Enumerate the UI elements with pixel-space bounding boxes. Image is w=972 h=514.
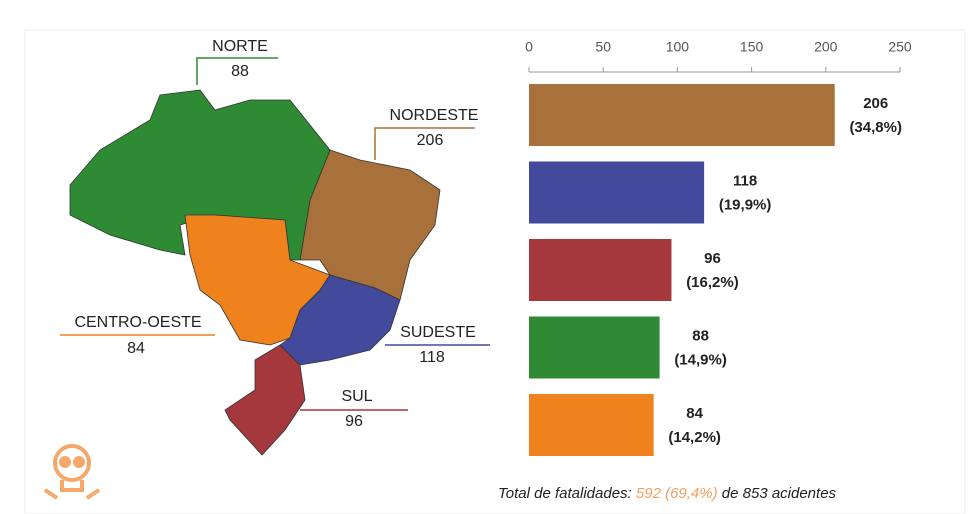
x-tick-label: 150 [740, 39, 764, 55]
bar [529, 161, 705, 224]
region-name: NORTE [212, 38, 268, 55]
value-label: 96 [704, 250, 721, 267]
value-label: 118 [733, 172, 757, 189]
bar [529, 394, 654, 456]
map-region [279, 274, 401, 366]
region-value: 84 [127, 340, 145, 357]
value-label: 206 [863, 95, 888, 112]
footer-highlight: 592 (69,4%) [636, 485, 718, 502]
region-value: 118 [419, 349, 445, 366]
value-label: 84 [686, 405, 703, 422]
bar [529, 316, 660, 379]
region-name: SUL [341, 388, 372, 405]
map-labels: NORTE 88 NORDESTE 206 CENTRO-OESTE 84 SU… [74, 38, 478, 430]
bar [529, 84, 835, 146]
footer-suffix: de 853 acidentes [722, 485, 837, 502]
map-region [224, 344, 306, 456]
region-value: 88 [231, 63, 249, 80]
map-region [69, 89, 331, 261]
map [60, 57, 490, 456]
x-tick-label: 50 [595, 39, 611, 55]
percentage-label: (19,9%) [719, 196, 772, 213]
x-tick-label: 200 [814, 39, 838, 55]
x-tick-label: 250 [888, 39, 912, 55]
x-tick-label: 100 [666, 39, 690, 55]
bar [529, 239, 672, 301]
percentage-label: (34,8%) [849, 119, 902, 136]
value-label: 88 [692, 327, 709, 344]
skull-icon [43, 444, 101, 500]
percentage-label: (14,2%) [668, 429, 721, 446]
footer-prefix: Total de fatalidades: [498, 485, 632, 502]
leader-line [196, 57, 278, 85]
percentage-label: (16,2%) [686, 274, 739, 291]
region-value: 206 [417, 132, 444, 149]
x-tick-label: 0 [525, 39, 533, 55]
region-name: CENTRO-OESTE [74, 314, 201, 331]
region-name: NORDESTE [390, 107, 479, 124]
region-value: 96 [345, 413, 363, 430]
footer: Total de fatalidades: 592 (69,4%) de 853… [498, 485, 837, 502]
leader-line [374, 127, 475, 160]
region-name: SUDESTE [400, 324, 476, 341]
percentage-label: (14,9%) [674, 351, 727, 368]
